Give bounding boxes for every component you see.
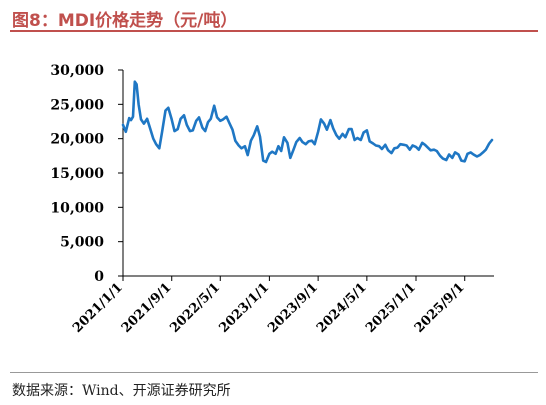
chart-title: 图8：MDI价格走势（元/吨） bbox=[12, 11, 238, 31]
x-tick-label: 2023/9/1 bbox=[265, 280, 321, 336]
series-line-0 bbox=[121, 80, 494, 164]
x-tick-label: 2025/9/1 bbox=[412, 280, 468, 336]
y-tick-label: 25,000 bbox=[50, 97, 104, 113]
y-tick-label: 30,000 bbox=[50, 63, 104, 79]
x-tick-label: 2021/1/1 bbox=[70, 280, 126, 336]
title-rule bbox=[10, 30, 538, 32]
x-tick-label: 2023/1/1 bbox=[217, 280, 273, 336]
x-tick-label: 2024/5/1 bbox=[314, 280, 370, 336]
y-tick-label: 0 bbox=[94, 269, 104, 285]
x-tick-label: 2022/5/1 bbox=[167, 280, 223, 336]
y-tick-label: 5,000 bbox=[60, 235, 104, 251]
source-rule bbox=[10, 372, 538, 373]
y-tick-label: 10,000 bbox=[50, 200, 104, 216]
x-tick-label: 2021/9/1 bbox=[119, 280, 175, 336]
x-tick-label: 2025/1/1 bbox=[363, 280, 419, 336]
y-tick-label: 20,000 bbox=[50, 132, 104, 148]
source-note: 数据来源：Wind、开源证券研究所 bbox=[12, 383, 231, 399]
price-line-chart: 0 5,000 10,000 15,000 20,000 25,000 30,000 2021… bbox=[50, 63, 494, 336]
y-tick-label: 15,000 bbox=[50, 166, 104, 182]
